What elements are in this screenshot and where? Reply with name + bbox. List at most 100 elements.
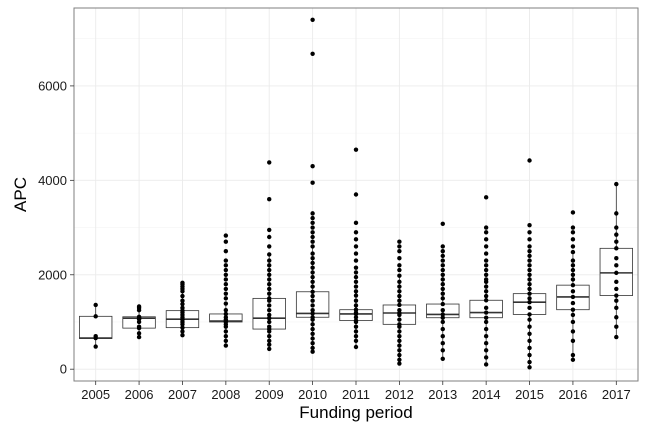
data-point-2010 [310, 225, 315, 230]
data-point-2010 [310, 244, 315, 249]
data-point-2013 [440, 312, 445, 317]
data-point-2010 [310, 322, 315, 327]
data-point-2011 [353, 329, 359, 334]
data-point-2015 [527, 291, 532, 296]
data-point-2015 [527, 222, 532, 228]
data-point-2010 [310, 326, 315, 332]
data-point-2013 [440, 221, 445, 226]
data-point-2009 [267, 227, 272, 233]
data-point-2009 [267, 277, 272, 282]
data-point-2010 [310, 239, 315, 244]
x-axis: 2005 2006 2007 2008 2009 2010 2011 2012 2013 2014… [81, 381, 631, 402]
data-point-2010 [310, 284, 315, 289]
data-point-2017 [614, 334, 619, 340]
data-point-2009 [267, 307, 272, 313]
data-point-2010 [310, 265, 315, 270]
data-point-2010 [310, 279, 315, 285]
data-point-2015 [527, 253, 532, 259]
data-point-2009 [267, 324, 272, 329]
data-point-2017 [614, 298, 619, 303]
x-tick-label: 2012 [385, 387, 414, 402]
x-tick-label: 2007 [168, 387, 197, 402]
data-point-2017 [614, 305, 619, 311]
x-tick-label: 2013 [428, 387, 457, 402]
data-point-2005 [93, 333, 98, 339]
data-point-2009 [267, 286, 272, 292]
data-point-2008 [223, 267, 229, 273]
data-point-2016 [570, 352, 576, 358]
data-point-2011 [353, 237, 359, 242]
data-point-2017 [614, 181, 619, 187]
data-point-2009 [267, 267, 272, 273]
data-point-2009 [267, 282, 272, 287]
data-point-2016 [570, 210, 576, 215]
data-point-2015 [527, 352, 532, 358]
data-point-2014 [483, 319, 489, 325]
data-point-2012 [397, 267, 402, 273]
data-point-2011 [353, 244, 359, 249]
data-point-2011 [353, 324, 359, 329]
data-point-2011 [353, 284, 359, 289]
data-point-2015 [527, 338, 532, 344]
data-point-2013 [440, 282, 445, 287]
data-point-2012 [397, 279, 402, 285]
data-point-2012 [397, 263, 402, 268]
data-point-2008 [223, 333, 229, 339]
data-point-2017 [614, 246, 619, 251]
y-tick-label: 4000 [38, 173, 67, 188]
data-point-2011 [353, 293, 359, 298]
data-point-2013 [440, 356, 445, 362]
data-point-2008 [223, 263, 229, 268]
data-point-2014 [483, 348, 489, 353]
data-point-2006 [136, 314, 142, 319]
data-point-2014 [483, 237, 489, 242]
data-point-2015 [527, 267, 532, 273]
data-point-2013 [440, 253, 445, 259]
x-tick-label: 2016 [558, 387, 587, 402]
data-point-2014 [483, 230, 489, 235]
data-point-2017 [614, 263, 619, 268]
data-point-2009 [267, 258, 272, 263]
data-point-2013 [440, 348, 445, 353]
data-point-2014 [483, 244, 489, 249]
data-point-2008 [223, 291, 229, 296]
x-tick-label: 2011 [342, 387, 370, 402]
data-point-2008 [223, 311, 229, 317]
data-point-2011 [353, 265, 359, 270]
data-point-2011 [353, 192, 359, 197]
data-point-2016 [570, 357, 576, 362]
data-point-2009 [267, 303, 272, 308]
data-point-2008 [223, 248, 229, 254]
data-point-2015 [527, 244, 532, 249]
data-point-2009 [267, 316, 272, 321]
data-point-2014 [483, 305, 489, 311]
data-point-2017 [614, 211, 619, 216]
data-point-2013 [440, 258, 445, 263]
data-point-2013 [440, 333, 445, 339]
data-point-2008 [223, 286, 229, 292]
data-point-2011 [353, 279, 359, 285]
data-point-2012 [397, 293, 402, 299]
data-point-2010 [310, 315, 315, 320]
data-point-2013 [440, 319, 445, 325]
data-point-2006 [136, 331, 142, 336]
data-point-2009 [267, 197, 272, 202]
data-point-2011 [353, 220, 359, 226]
data-point-2014 [483, 333, 489, 339]
data-point-2014 [483, 277, 489, 282]
data-point-2016 [570, 319, 576, 325]
data-point-2016 [570, 294, 576, 300]
data-point-2015 [527, 263, 532, 268]
data-point-2012 [397, 348, 402, 353]
x-axis-title: Funding period [299, 403, 412, 422]
data-point-2015 [527, 359, 532, 365]
data-point-2016 [570, 300, 576, 306]
x-tick-label: 2005 [81, 387, 110, 402]
data-point-2015 [527, 305, 532, 311]
data-point-2017 [614, 286, 619, 292]
data-point-2008 [223, 338, 229, 344]
data-point-2010 [310, 293, 315, 299]
data-point-2016 [570, 244, 576, 249]
y-axis: 0 2000 4000 6000 [38, 78, 74, 377]
